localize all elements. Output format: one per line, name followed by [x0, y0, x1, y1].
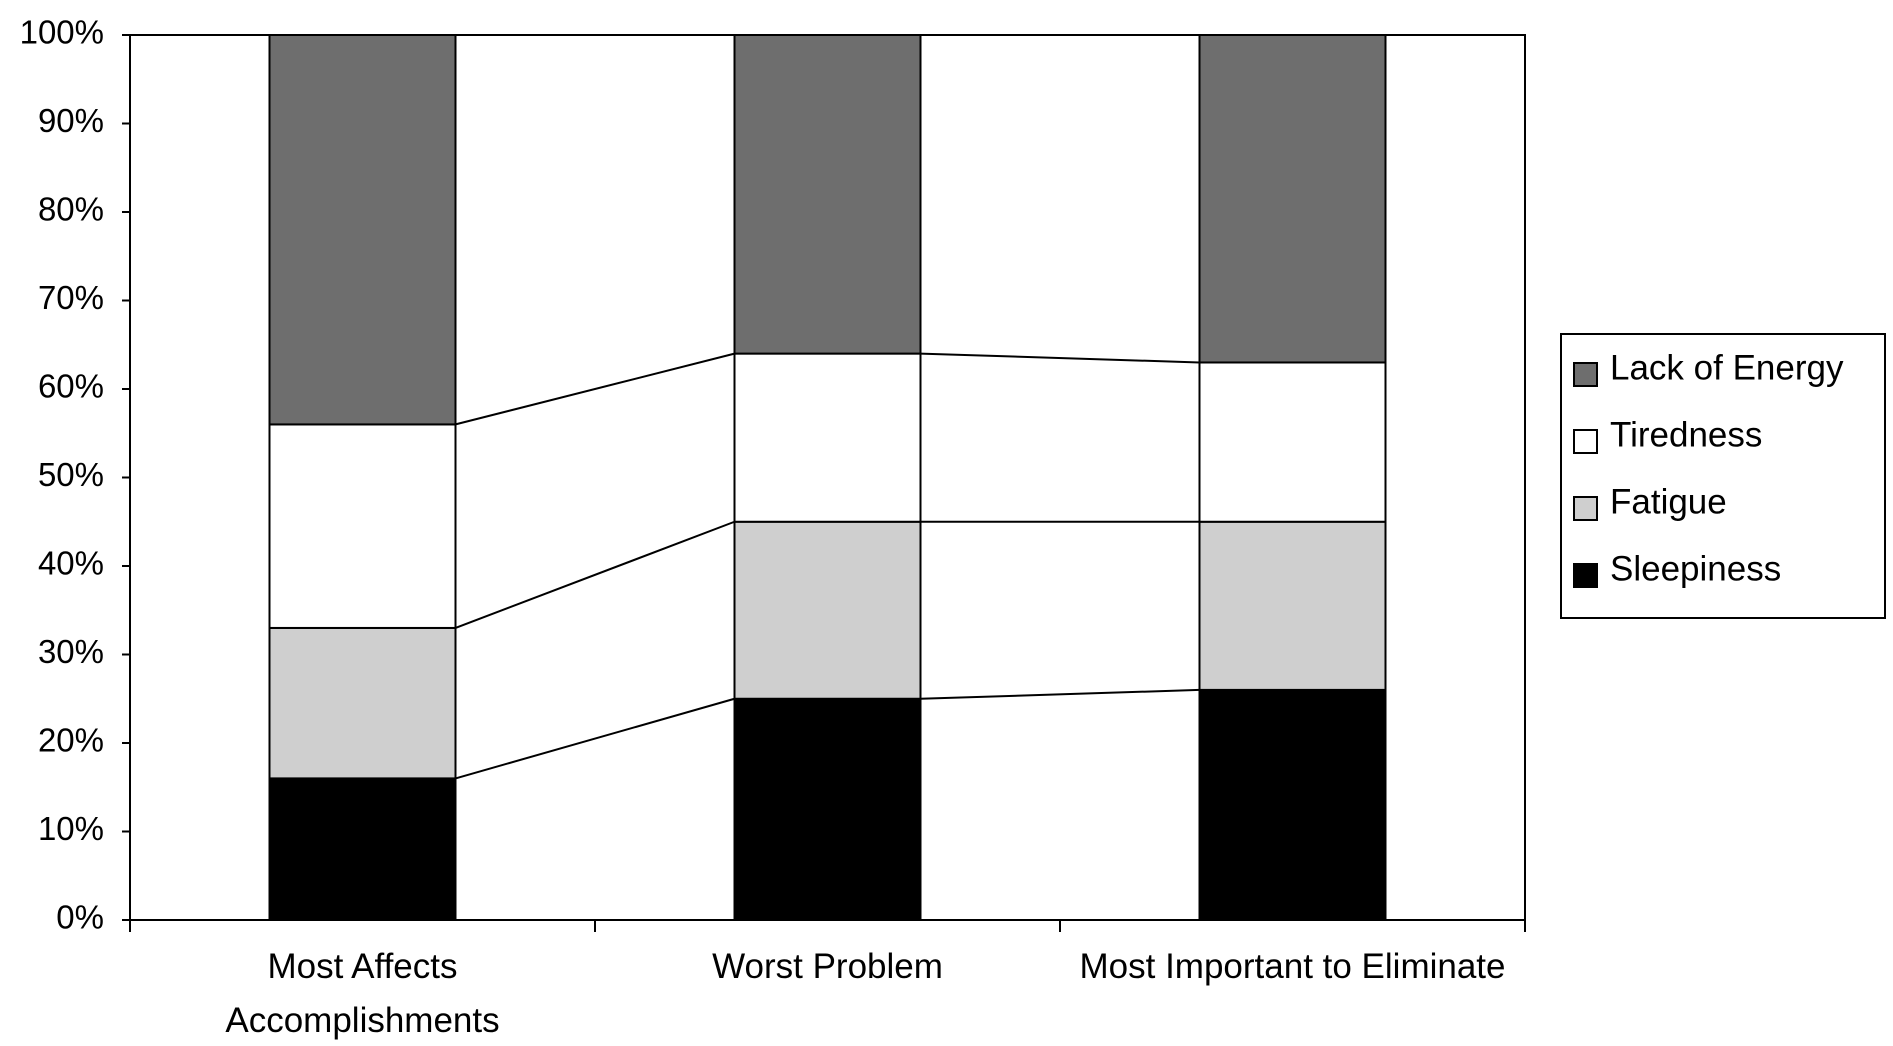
y-tick-label: 80%: [38, 191, 104, 228]
bar-segment: [733, 352, 922, 523]
y-tick-label: 60%: [38, 368, 104, 405]
bar-segment: [268, 423, 457, 629]
bar-segment: [268, 777, 457, 922]
series-line: [920, 352, 1200, 364]
legend-swatch: [1573, 563, 1598, 588]
series-line: [455, 697, 735, 780]
bar-segment: [268, 34, 457, 426]
y-tick-label: 100%: [20, 14, 104, 51]
series-line: [455, 352, 735, 426]
x-tick-label: Most Affects Accomplishments: [225, 947, 500, 1040]
legend-label: Fatigue: [1610, 482, 1727, 521]
y-tick-label: 30%: [38, 633, 104, 670]
bar-segment: [268, 626, 457, 780]
legend-swatch: [1573, 362, 1598, 387]
y-tick-label: 70%: [38, 279, 104, 316]
bar-segment: [1198, 688, 1387, 922]
bar-segment: [1198, 34, 1387, 364]
bar-segment: [1198, 520, 1387, 691]
legend-swatch: [1573, 496, 1598, 521]
legend-swatch: [1573, 429, 1598, 454]
y-tick-label: 40%: [38, 545, 104, 582]
legend-label: Sleepiness: [1610, 549, 1781, 588]
bar-segment: [733, 697, 922, 921]
y-tick-label: 0%: [56, 899, 104, 936]
y-tick-label: 20%: [38, 722, 104, 759]
bar-segment: [1198, 361, 1387, 523]
bar-segment: [733, 520, 922, 700]
legend-box: [1560, 333, 1886, 619]
bar-segment: [733, 34, 922, 355]
series-line: [455, 520, 735, 629]
legend-label: Lack of Energy: [1610, 348, 1844, 387]
series-line: [920, 688, 1200, 700]
x-tick-label: Worst Problem: [712, 947, 943, 986]
plot-frame: [129, 34, 1526, 921]
legend-label: Tiredness: [1610, 415, 1762, 454]
x-tick-label: Most Important to Eliminate: [1079, 947, 1506, 986]
y-tick-label: 10%: [38, 810, 104, 847]
y-tick-label: 90%: [38, 102, 104, 139]
y-tick-label: 50%: [38, 456, 104, 493]
